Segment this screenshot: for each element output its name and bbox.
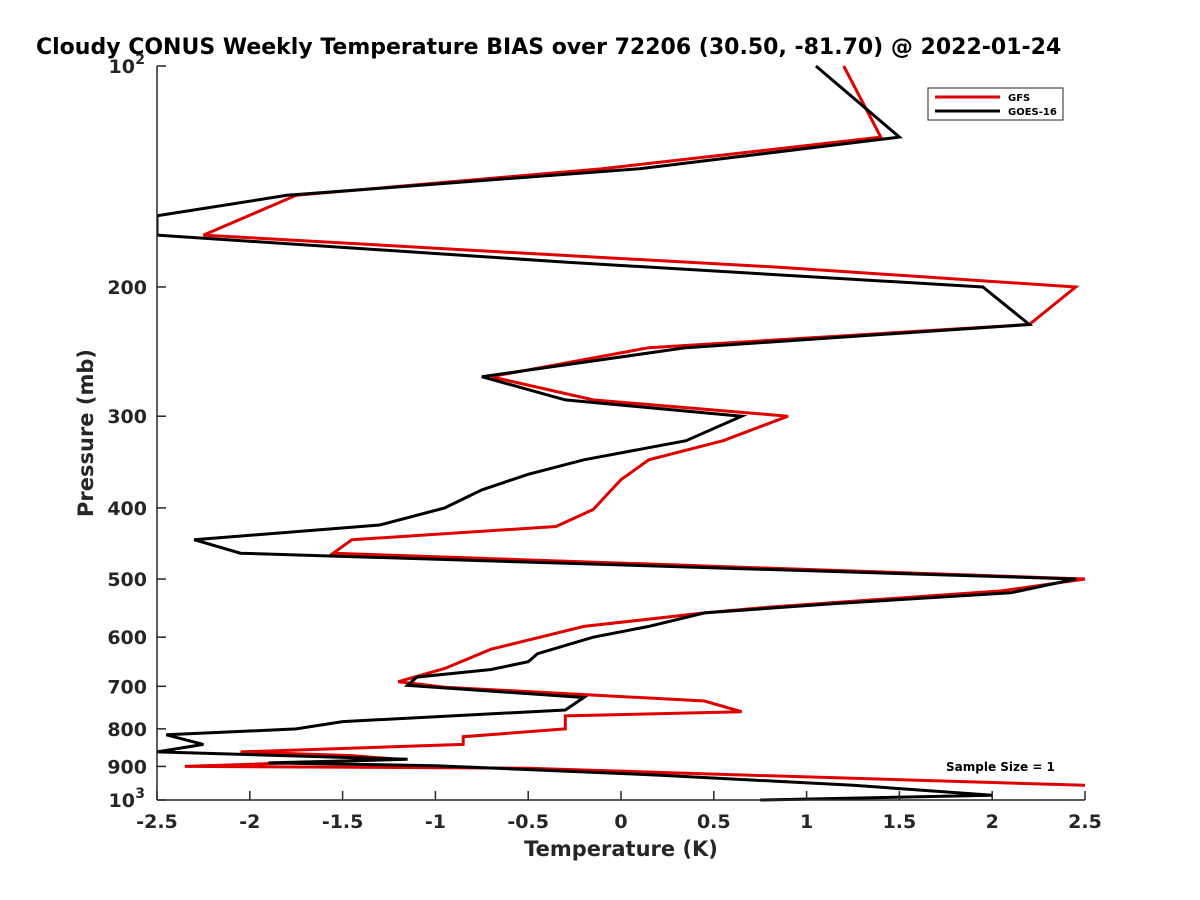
y-tick-label: 600 (107, 627, 147, 649)
y-tick-label: 700 (107, 676, 147, 698)
y-tick-label: 900 (107, 756, 147, 778)
x-tick-label: 2.5 (1068, 811, 1102, 833)
y-tick-exponent: 3 (135, 786, 145, 802)
y-tick-label: 400 (107, 498, 147, 520)
x-tick-label: 1.5 (883, 811, 917, 833)
x-tick-label: -2.5 (136, 811, 178, 833)
y-tick-label: 800 (107, 719, 147, 741)
legend-box (927, 87, 1064, 121)
x-tick-label: -0.5 (507, 811, 549, 833)
y-tick-exponent: 2 (135, 52, 145, 68)
series-line-gfs (184, 65, 1086, 787)
chart-title: Cloudy CONUS Weekly Temperature BIAS ove… (36, 35, 1061, 60)
series-layer (157, 64, 1086, 802)
y-tick-label: 500 (107, 569, 147, 591)
y-axis-title: Pressure (mb) (74, 349, 98, 517)
y-tick-label: 200 (107, 277, 147, 299)
y-tick-label: 10 (109, 790, 135, 812)
sample-size-annotation: Sample Size = 1 (946, 760, 1055, 774)
x-tick-label: -2 (239, 811, 260, 833)
x-tick-label: -1 (425, 811, 446, 833)
y-tick-label: 10 (109, 56, 135, 78)
x-ticks: -2.5 -2 -1.5 -1 -0.5 0 0.5 1 1.5 2 2.5 (136, 791, 1102, 833)
x-axis-title: Temperature (K) (524, 837, 718, 861)
x-tick-label: 2 (986, 811, 999, 833)
y-tick-label: 300 (107, 406, 147, 428)
series-line-goes-16 (157, 64, 1077, 802)
x-tick-label: 0 (614, 811, 627, 833)
legend-label: GOES-16 (1008, 107, 1057, 118)
x-tick-label: -1.5 (322, 811, 364, 833)
axes (156, 66, 1085, 801)
x-tick-label: 1 (800, 811, 813, 833)
x-tick-label: 0.5 (697, 811, 731, 833)
legend: GFS GOES-16 (927, 87, 1064, 121)
legend-label: GFS (1008, 93, 1030, 104)
